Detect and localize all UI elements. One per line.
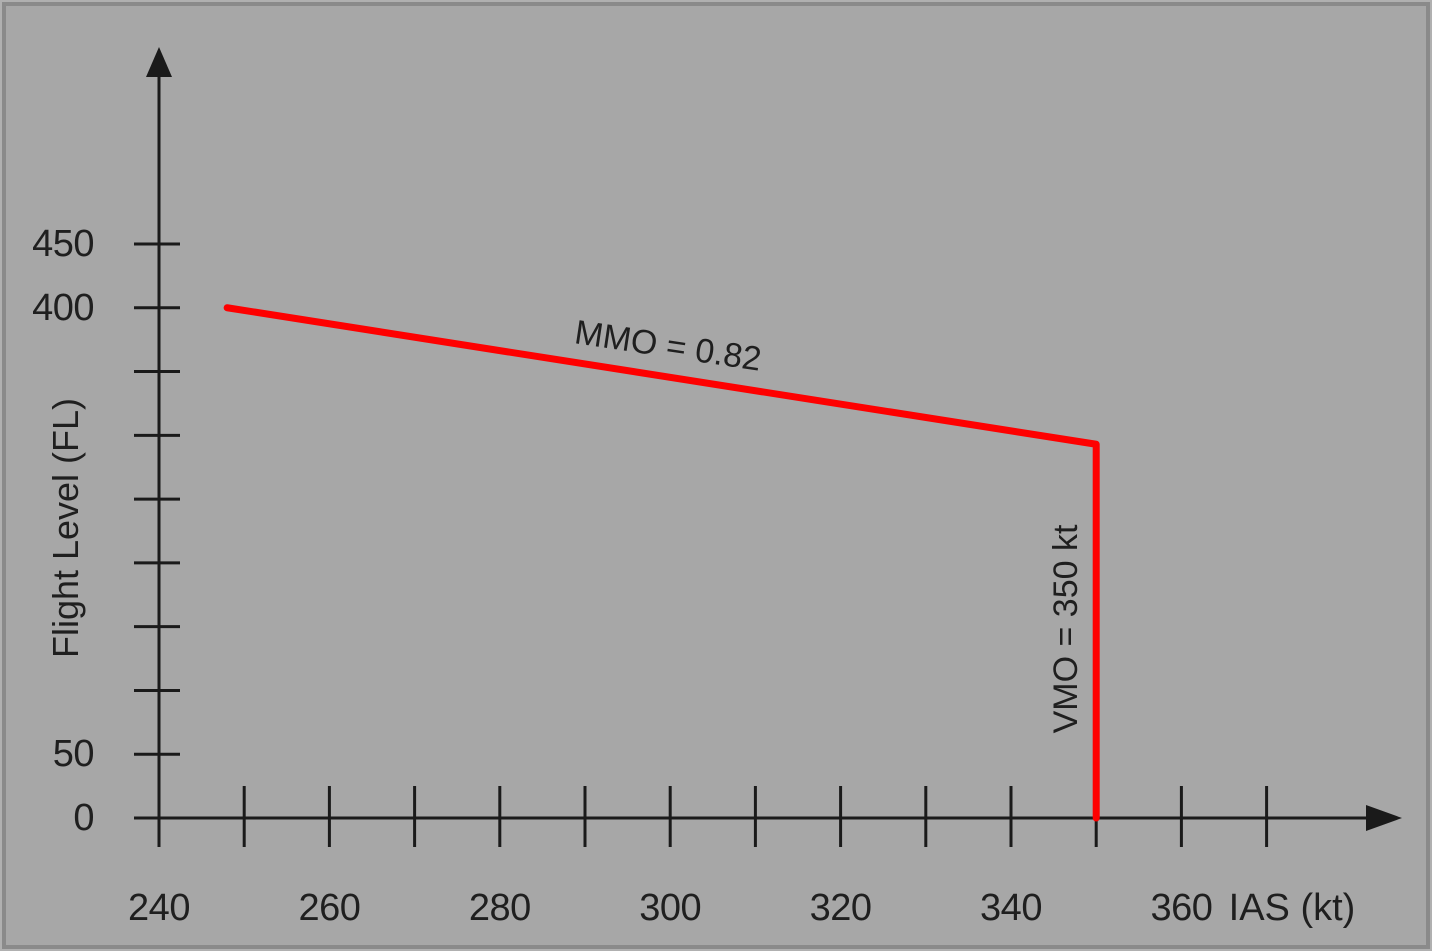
y-axis-title: Flight Level (FL) [45,397,86,659]
x-tick-label: 340 [980,887,1042,929]
x-tick-label: 320 [809,887,872,929]
envelope-line [223,304,1100,822]
x-axis-title: IAS (kt) [1228,887,1356,929]
y-tick-label: 450 [32,222,94,265]
x-axis-arrow [1366,805,1402,831]
x-tick-label: 260 [298,887,361,929]
x-tick-label: 280 [468,887,531,929]
vmo-annotation: VMO = 350 kt [1047,524,1085,734]
x-tick-label: 360 [1150,887,1213,929]
x-tick-label: 300 [639,887,702,929]
x-tick-label: 240 [128,887,190,929]
y-axis-arrow [146,47,172,77]
y-tick-label: 50 [52,733,95,776]
y-tick-label: 400 [32,286,94,329]
y-tick-label: 0 [73,797,94,839]
